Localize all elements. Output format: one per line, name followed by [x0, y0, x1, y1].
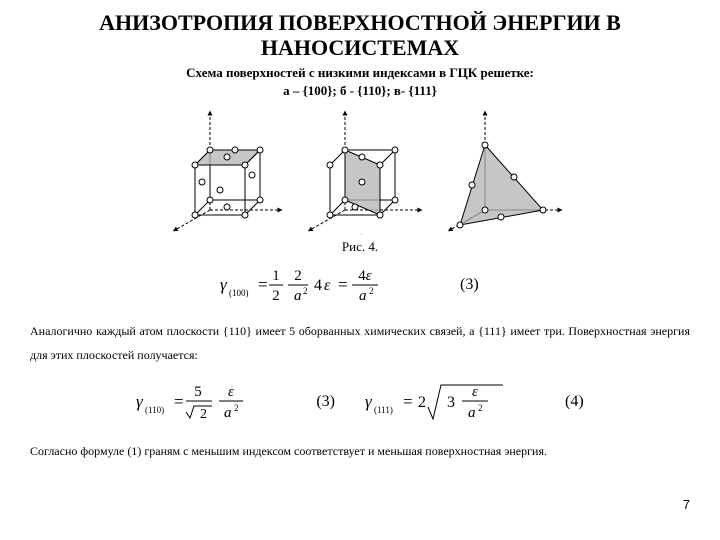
- svg-text:4: 4: [314, 277, 322, 294]
- svg-text:=: =: [258, 275, 268, 294]
- svg-text:a: a: [294, 288, 302, 304]
- svg-text:ε: ε: [324, 277, 331, 294]
- panel-a-label: (a): [213, 232, 226, 235]
- panel-c-label: (в): [493, 232, 507, 235]
- svg-text:4ε: 4ε: [358, 268, 372, 284]
- equation-3: γ (100) = 1 2 2 a 2 4 ε = 4ε a 2 (3): [30, 263, 690, 307]
- svg-text:γ: γ: [220, 275, 228, 294]
- svg-text:2: 2: [478, 403, 483, 413]
- svg-text:(100): (100): [229, 288, 249, 298]
- svg-text:2: 2: [418, 394, 426, 411]
- paragraph-1: Аналогично каждый атом плоскости {110} и…: [30, 319, 690, 367]
- svg-text:γ: γ: [136, 392, 144, 411]
- svg-text:ε: ε: [228, 384, 234, 400]
- svg-text:2: 2: [200, 407, 207, 422]
- svg-text:a: a: [224, 405, 232, 421]
- figure-subtitle: Схема поверхностей с низкими индексами в…: [30, 65, 690, 81]
- figure-caption: Рис. 4.: [30, 239, 690, 255]
- page-number: 7: [683, 497, 690, 512]
- svg-text:=: =: [174, 392, 184, 411]
- svg-text:2: 2: [369, 286, 374, 296]
- svg-text:2: 2: [294, 268, 302, 284]
- svg-text:=: =: [403, 392, 413, 411]
- svg-text:2: 2: [234, 403, 239, 413]
- svg-text:=: =: [338, 275, 348, 294]
- panel-c: (в): [450, 113, 560, 235]
- eq3-svg: γ (100) = 1 2 2 a 2 4 ε = 4ε a 2: [220, 263, 440, 307]
- svg-text:ε: ε: [472, 384, 478, 400]
- eq4-number: (4): [565, 393, 584, 411]
- svg-text:a: a: [468, 405, 476, 421]
- page-title: АНИЗОТРОПИЯ ПОВЕРХНОСТНОЙ ЭНЕРГИИ В НАНО…: [30, 10, 690, 61]
- svg-text:a: a: [359, 288, 367, 304]
- svg-text:5: 5: [195, 384, 203, 400]
- panel-b: (б): [310, 113, 420, 235]
- svg-text:(110): (110): [145, 405, 164, 415]
- svg-text:2: 2: [272, 288, 280, 304]
- equation-row-3-4: γ (110) = 5 2 ε a 2 (3) γ (111) = 2 3 ε: [30, 377, 690, 427]
- eq4-svg: γ (111) = 2 3 ε a 2: [365, 377, 535, 427]
- eq3b-svg: γ (110) = 5 2 ε a 2: [136, 379, 286, 425]
- svg-text:γ: γ: [365, 392, 373, 411]
- svg-text:2: 2: [303, 286, 308, 296]
- eq3b-number: (3): [316, 393, 335, 411]
- eq3-number: (3): [460, 276, 500, 294]
- paragraph-2: Согласно формуле (1) граням с меньшим ин…: [30, 439, 690, 463]
- panel-b-label: (б): [353, 232, 367, 235]
- svg-text:3: 3: [447, 394, 455, 411]
- svg-text:(111): (111): [374, 405, 393, 415]
- crystal-figure: (a): [145, 105, 575, 235]
- panel-a: (a): [175, 113, 280, 235]
- svg-text:1: 1: [272, 268, 280, 284]
- figure-index-line: а – {100}; б - {110}; в- {111}: [30, 83, 690, 99]
